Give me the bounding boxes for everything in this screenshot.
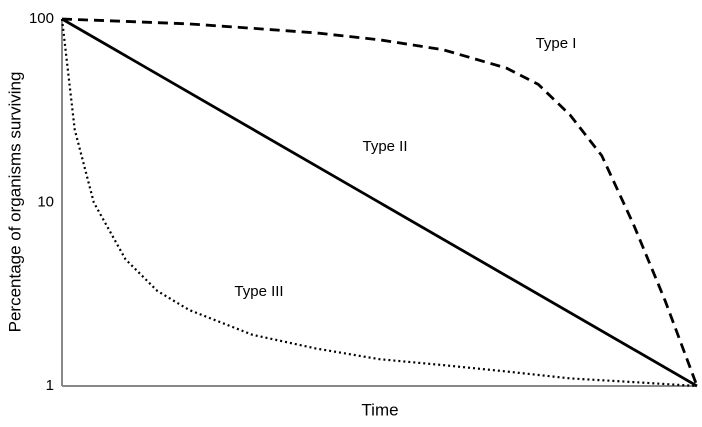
y-axis-title: Percentage of organisms surviving <box>5 72 24 333</box>
y-tick-label: 10 <box>37 193 54 210</box>
curve-label: Type III <box>234 283 283 300</box>
y-tick-label: 100 <box>29 10 54 27</box>
curve-label: Type I <box>536 35 577 52</box>
y-tick-label: 1 <box>46 377 54 394</box>
survival-curve <box>60 18 698 388</box>
x-axis-title: Time <box>361 400 398 419</box>
survival-curve <box>61 17 698 388</box>
survival-curve <box>61 17 699 387</box>
curve-label: Type II <box>362 138 407 155</box>
